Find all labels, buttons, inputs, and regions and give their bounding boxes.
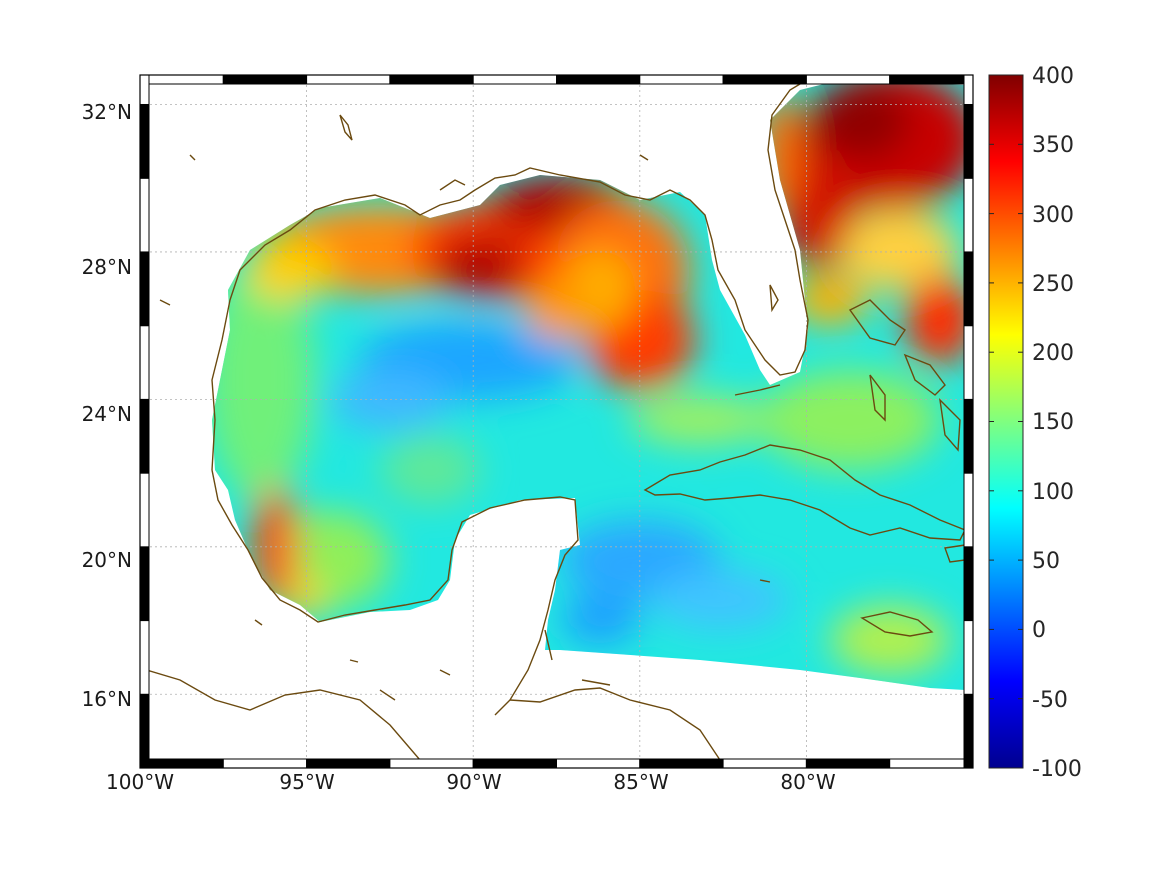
frame-segment-right	[963, 177, 974, 253]
frame-segment-left	[139, 103, 150, 179]
lat-tick-label: 28°N	[82, 255, 132, 279]
lat-tick-label: 32°N	[82, 100, 132, 124]
lat-tick-label: 16°N	[82, 687, 132, 711]
colorbar-tick-label: -50	[1032, 688, 1068, 713]
frame-segment-right	[963, 620, 974, 695]
frame-segment-top	[722, 74, 807, 85]
frame-segment-top	[889, 74, 974, 85]
frame-segment-left	[139, 620, 150, 695]
lon-tick-label: 90°W	[446, 770, 501, 794]
frame-segment-bottom	[889, 758, 974, 769]
lat-tick-label: 24°N	[82, 402, 132, 426]
frame-segment-left	[139, 325, 150, 400]
colorbar-tick-label: 300	[1032, 203, 1074, 228]
frame-segment-top	[639, 74, 724, 85]
frame-segment-left	[139, 546, 150, 622]
lat-tick-label: 20°N	[82, 548, 132, 572]
frame-segment-bottom	[805, 758, 891, 769]
colorbar-tick-label: 150	[1032, 410, 1074, 435]
frame-segment-bottom	[722, 758, 807, 769]
lon-tick-label: 100°W	[106, 770, 174, 794]
frame-segment-left	[139, 251, 150, 327]
frame-segment-bottom	[639, 758, 724, 769]
lon-tick-labels: 100°W 95°W 90°W 85°W 80°W	[106, 770, 836, 794]
lon-tick-label: 80°W	[780, 770, 835, 794]
frame-segment-right	[963, 693, 974, 769]
colorbar-tick-label: -100	[1032, 757, 1082, 782]
frame-segment-right	[963, 546, 974, 622]
frame-segment-right	[963, 398, 974, 474]
frame-segment-right	[963, 103, 974, 179]
lat-tick-labels: 32°N 28°N 24°N 20°N 16°N	[82, 100, 132, 711]
frame-segment-bottom	[139, 758, 224, 769]
frame-segment-top	[389, 74, 474, 85]
colorbar-tick-label: 250	[1032, 272, 1074, 297]
lon-tick-label: 85°W	[613, 770, 668, 794]
frame-outline	[139, 74, 974, 769]
frame-segment-top	[556, 74, 641, 85]
frame-segment-bottom	[556, 758, 641, 769]
coastline	[140, 77, 966, 768]
frame-segment-top	[805, 74, 891, 85]
frame-segment-left	[139, 177, 150, 253]
frame-segment-right	[963, 74, 974, 105]
frame-segment-left	[139, 398, 150, 474]
frame-segment-top	[222, 74, 308, 85]
frame-segment-top	[472, 74, 558, 85]
frame-segment-right	[963, 472, 974, 548]
map-frame	[139, 74, 974, 769]
frame-segment-left	[139, 472, 150, 548]
colorbar-tick-label: 400	[1032, 64, 1074, 89]
colorbar-tick-label: 100	[1032, 480, 1074, 505]
colorbar-tick-label: 350	[1032, 133, 1074, 158]
frame-segment-bottom	[472, 758, 558, 769]
colorbar-ticks	[989, 74, 1023, 769]
frame-segment-bottom	[222, 758, 308, 769]
frame-segment-top	[139, 74, 224, 85]
colorbar-gradient	[988, 74, 1024, 769]
frame-segment-top	[306, 74, 391, 85]
data-field	[212, 80, 965, 690]
colorbar-tick-label: 0	[1032, 618, 1046, 643]
colorbar-tick-labels: 400 350 300 250 200 150 100 50 0 -50 -10…	[1032, 64, 1082, 782]
colorbar-tick-label: 200	[1032, 341, 1074, 366]
frame-segment-left	[139, 74, 150, 105]
frame-segment-bottom	[389, 758, 474, 769]
lon-tick-label: 95°W	[279, 770, 334, 794]
colorbar: 400 350 300 250 200 150 100 50 0 -50 -10…	[988, 64, 1082, 782]
frame-segment-bottom	[306, 758, 391, 769]
frame-segment-right	[963, 325, 974, 400]
frame-segment-left	[139, 693, 150, 769]
colorbar-tick-label: 50	[1032, 549, 1060, 574]
frame-segment-right	[963, 251, 974, 327]
